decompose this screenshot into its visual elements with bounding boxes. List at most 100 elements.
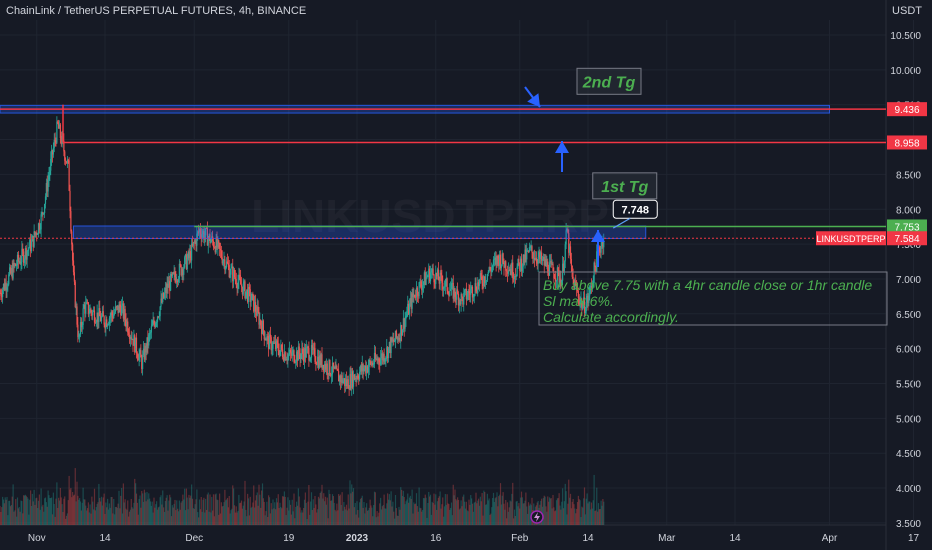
volume-bar-250 — [218, 514, 220, 525]
volume-bar-130 — [113, 499, 115, 525]
current-symbol-badge — [816, 231, 886, 246]
volume-bar-289 — [252, 502, 254, 525]
candle-body-633 — [553, 271, 555, 279]
candle-body-294 — [256, 306, 258, 316]
candle-body-56 — [48, 175, 50, 180]
candle-body-115 — [100, 316, 102, 322]
volume-bar-39 — [33, 489, 35, 525]
volume-bar-255 — [222, 505, 224, 525]
candle-body-523 — [457, 289, 459, 294]
arrow-entry-head — [591, 230, 605, 242]
candle-body-218 — [190, 251, 192, 261]
volume-bar-566 — [494, 498, 496, 525]
candle-body-616 — [538, 252, 540, 258]
volume-bar-439 — [383, 494, 385, 525]
candle-body-310 — [270, 337, 272, 351]
volume-bar-642 — [561, 501, 563, 525]
volume-bar-578 — [505, 499, 507, 525]
candle-body-327 — [285, 359, 287, 361]
candle-body-174 — [151, 324, 153, 327]
candle-body-103 — [89, 308, 91, 313]
volume-bar-211 — [184, 488, 186, 525]
candle-body-390 — [340, 375, 342, 383]
candle-body-625 — [546, 261, 548, 267]
candle-body-573 — [500, 264, 502, 269]
volume-bar-108 — [93, 488, 96, 525]
volume-bar-56 — [48, 495, 50, 525]
candle-body-590 — [515, 276, 517, 277]
candle-body-447 — [390, 337, 392, 353]
volume-bar-145 — [126, 509, 128, 525]
volume-bar-622 — [543, 495, 545, 525]
volume-bar-463 — [404, 504, 406, 525]
volume-bar-460 — [401, 495, 404, 525]
volume-bar-62 — [53, 503, 55, 525]
candle-body-224 — [195, 240, 197, 246]
candle-body-202 — [176, 280, 178, 283]
candle-body-203 — [177, 280, 179, 282]
candle-body-306 — [267, 336, 269, 338]
candle-body-567 — [495, 257, 497, 265]
candle-body-219 — [191, 243, 193, 261]
candle-body-387 — [338, 370, 340, 382]
candle-body-259 — [226, 261, 228, 268]
candle-body-358 — [312, 347, 314, 350]
candle-body-586 — [512, 262, 514, 279]
volume-bar-378 — [330, 500, 332, 525]
candle-body-563 — [492, 265, 494, 268]
volume-bar-428 — [373, 491, 376, 525]
candle-body-494 — [431, 268, 433, 272]
volume-bar-651 — [569, 497, 571, 525]
candle-body-401 — [350, 374, 352, 388]
candle-body-299 — [261, 325, 263, 334]
volume-bar-33 — [28, 514, 30, 525]
volume-bar-24 — [20, 500, 22, 525]
volume-bar-508 — [443, 506, 446, 525]
volume-bar-246 — [214, 494, 216, 525]
volume-bar-413 — [360, 497, 362, 525]
target-box-0 — [576, 67, 642, 95]
candle-body-459 — [401, 325, 403, 336]
candle-body-229 — [199, 229, 201, 235]
volume-bar-96 — [83, 499, 85, 525]
candle-body-356 — [310, 345, 313, 358]
candle-body-128 — [111, 312, 113, 316]
volume-bar-414 — [361, 495, 363, 525]
candle-body-304 — [265, 339, 267, 341]
candle-body-428 — [373, 352, 376, 364]
volume-bar-498 — [435, 494, 437, 525]
volume-bar-496 — [433, 493, 435, 525]
volume-bar-361 — [315, 504, 317, 525]
candle-body-14 — [11, 268, 13, 279]
volume-bar-355 — [310, 501, 312, 525]
volume-bar-28 — [23, 495, 26, 525]
candle-body-505 — [441, 274, 443, 283]
x-tick-label-10: Apr — [822, 533, 838, 544]
volume-bar-92 — [79, 501, 82, 525]
volume-bar-543 — [474, 501, 476, 525]
volume-bar-114 — [99, 497, 101, 525]
volume-bar-551 — [481, 493, 483, 525]
candle-body-68 — [58, 124, 61, 129]
volume-bar-637 — [556, 498, 558, 525]
callout-label: 7.748 — [621, 204, 649, 216]
candle-body-253 — [220, 250, 222, 258]
candle-body-222 — [193, 241, 195, 243]
candle-body-256 — [223, 259, 225, 261]
candle-body-375 — [327, 373, 329, 375]
volume-bar-633 — [553, 507, 555, 525]
candle-body-13 — [10, 268, 12, 274]
candle-body-196 — [170, 274, 173, 277]
candle-body-136 — [118, 304, 120, 313]
volume-bar-684 — [597, 503, 600, 525]
volume-bar-101 — [87, 502, 89, 525]
volume-bar-600 — [524, 500, 526, 525]
candle-body-519 — [453, 288, 455, 299]
volume-bar-546 — [477, 500, 479, 525]
volume-bar-232 — [202, 499, 204, 525]
target-label-1: 1st Tg — [601, 179, 648, 196]
candle-body-146 — [127, 321, 129, 333]
candle-body-664 — [580, 299, 582, 301]
volume-bar-90 — [78, 499, 80, 525]
